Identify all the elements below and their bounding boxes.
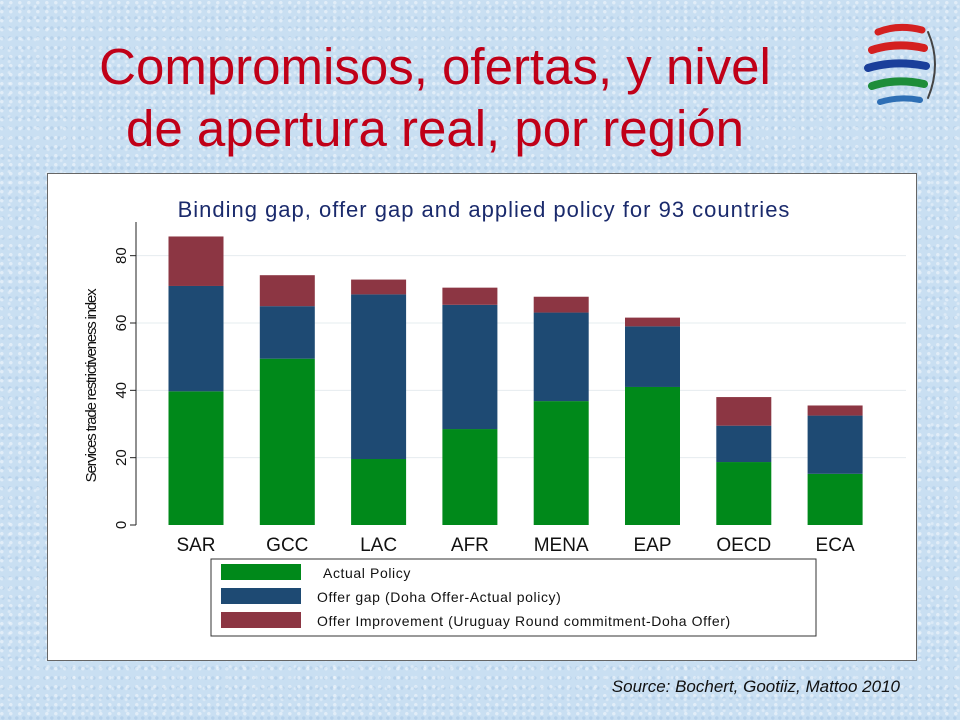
bar-segment-afr-series-2 xyxy=(442,304,498,430)
bar-segment-lac-series-2 xyxy=(351,294,407,460)
bar-segment-sar-series-3 xyxy=(168,236,224,286)
legend-label: Offer Improvement (Uruguay Round commitm… xyxy=(317,613,731,629)
bar-segment-eap-series-1 xyxy=(625,386,680,525)
bar-segment-lac-series-1 xyxy=(351,459,407,525)
x-tick-label: OECD xyxy=(716,535,771,556)
bar-segment-eca-series-1 xyxy=(807,473,863,525)
x-tick-label: MENA xyxy=(534,535,589,556)
legend: Actual Policy Offer gap (Doha Offer-Actua… xyxy=(210,558,817,637)
bar-segment-gcc-series-1 xyxy=(259,358,315,525)
legend-swatch xyxy=(221,588,301,604)
x-tick-label: SAR xyxy=(176,535,215,556)
y-tick-label: 0 xyxy=(113,521,130,529)
bar-segment-eap-series-3 xyxy=(625,317,680,327)
legend-swatch xyxy=(221,612,301,628)
bar-segment-gcc-series-3 xyxy=(259,275,315,307)
y-tick-label: 60 xyxy=(113,315,130,332)
bar-segment-gcc-series-2 xyxy=(259,306,315,359)
bar-segment-eap-series-2 xyxy=(625,326,680,387)
x-tick-label: LAC xyxy=(360,535,397,556)
bar-layer xyxy=(168,236,863,525)
chart-panel: Binding gap, offer gap and applied polic… xyxy=(47,173,917,661)
bar-segment-afr-series-1 xyxy=(442,429,498,525)
bar-segment-mena-series-1 xyxy=(533,401,589,525)
x-tick-label: ECA xyxy=(816,535,855,556)
wto-logo-icon xyxy=(864,23,936,105)
legend-label: Offer gap (Doha Offer-Actual policy) xyxy=(317,589,561,605)
bar-segment-eca-series-2 xyxy=(807,415,863,474)
x-tick-label: GCC xyxy=(266,535,308,556)
bar-segment-mena-series-3 xyxy=(533,296,589,313)
bar-segment-lac-series-3 xyxy=(351,279,407,295)
x-tick-label: EAP xyxy=(633,535,671,556)
slide-title-line-2: de apertura real, por región xyxy=(125,100,745,157)
axis-layer: 0 20 40 60 80 SAR GCC LAC AFR MENA EAP OECD ECA xyxy=(113,222,855,556)
bar-segment-sar-series-2 xyxy=(168,285,224,392)
y-tick-label: 80 xyxy=(113,247,130,264)
chart-title: Binding gap, offer gap and applied polic… xyxy=(178,197,791,222)
slide-title: Compromisos, ofertas, y nivel de apertur… xyxy=(40,36,830,160)
bar-segment-eca-series-3 xyxy=(807,405,863,416)
source-note: Source: Bochert, Gootiiz, Mattoo 2010 xyxy=(611,677,900,696)
stacked-bar-chart: Binding gap, offer gap and applied polic… xyxy=(83,197,906,637)
legend-box xyxy=(210,558,817,637)
x-tick-label: AFR xyxy=(451,535,489,556)
slide-title-line-1: Compromisos, ofertas, y nivel xyxy=(99,38,771,95)
y-tick-label: 20 xyxy=(113,449,130,466)
y-axis-label: Services trade restrictiveness index xyxy=(83,288,100,482)
bar-segment-oecd-series-2 xyxy=(716,425,772,463)
bar-segment-sar-series-1 xyxy=(168,391,224,525)
y-tick-label: 40 xyxy=(113,382,130,399)
bar-segment-afr-series-3 xyxy=(442,287,498,305)
legend-swatch xyxy=(221,564,301,580)
legend-label: Actual Policy xyxy=(323,565,411,581)
bar-segment-oecd-series-3 xyxy=(716,397,772,426)
bar-segment-mena-series-2 xyxy=(533,312,589,402)
grid-layer xyxy=(136,255,906,459)
bar-segment-oecd-series-1 xyxy=(716,462,772,525)
